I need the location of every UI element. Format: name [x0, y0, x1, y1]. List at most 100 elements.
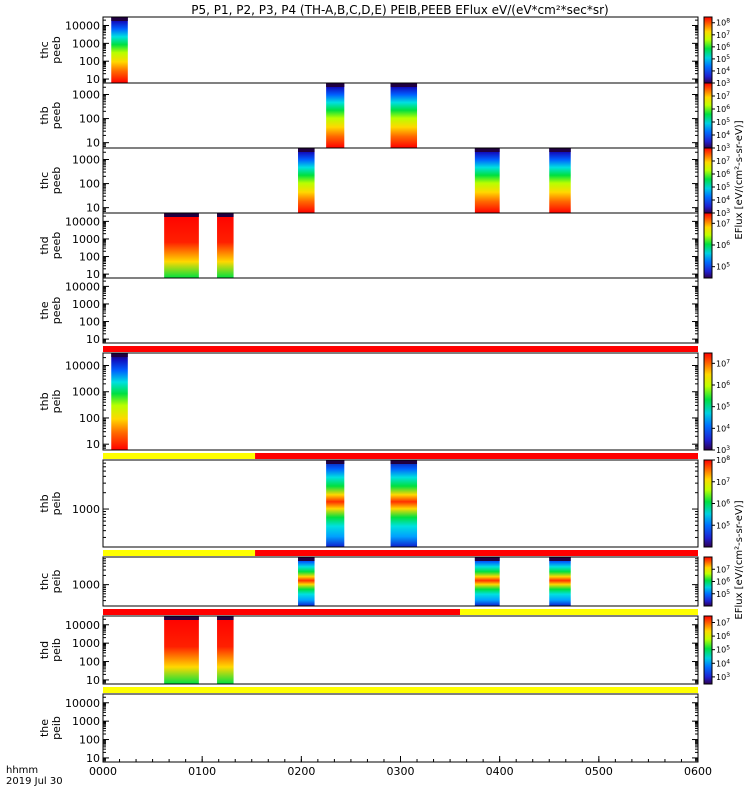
- colorbar-tick-exponent: 6: [726, 499, 730, 506]
- colorbar-tick-label: 104: [716, 130, 730, 140]
- spectrogram-block: [549, 557, 571, 606]
- colorbar-tick-exponent: 4: [726, 130, 730, 137]
- spectrogram-block: [474, 148, 500, 213]
- spectrogram-block-edge: [111, 17, 128, 21]
- panel-ylabel: thbpeeb: [38, 102, 63, 130]
- panel-ylabel-line: the: [38, 301, 51, 319]
- panel-thb-peib: 1000 thbpeib: [38, 459, 699, 548]
- y-tick-label: 10: [86, 438, 100, 451]
- colorbar-tick-exponent: 4: [726, 658, 730, 665]
- y-tick-label: 100: [79, 178, 100, 191]
- colorbar-tick-label: 107: [716, 358, 730, 368]
- colorbar-tick-exponent: 4: [726, 423, 730, 430]
- y-tick-label: 10000: [65, 20, 100, 33]
- y-tick-label: 1000: [72, 37, 100, 50]
- panel-ylabel-line: thc: [38, 172, 51, 189]
- y-tick-label: 10000: [65, 215, 100, 228]
- y-tick-label: 100: [79, 251, 100, 264]
- colorbar-tick-label: 104: [716, 66, 730, 76]
- panel-thc-peeb: 10 100 1000 thcpeeb: [38, 147, 699, 215]
- colorbar-tick-exponent: 5: [726, 262, 730, 269]
- colorbar-tick-exponent: 3: [726, 445, 730, 452]
- colorbar-swatch: [703, 16, 713, 84]
- colorbar-tick-exponent: 7: [726, 30, 730, 37]
- y-tick-label: 10: [86, 202, 100, 215]
- x-tick-label: 0500: [585, 765, 613, 778]
- panel-frame: [102, 556, 699, 607]
- panel-ylabel: thcpeeb: [38, 36, 63, 64]
- y-tick-label: 1000: [72, 298, 100, 311]
- panel-thb-peib: 10 100 1000 10000 thbpeib: [38, 352, 699, 451]
- colorbar-tick-exponent: 8: [726, 455, 730, 462]
- panel-ylabel-line: thb: [38, 392, 51, 410]
- colorbar-tick-label: 107: [716, 477, 730, 487]
- colorbar-tick-exponent: 3: [726, 143, 730, 150]
- spectrogram-block: [164, 616, 199, 684]
- panel-frame: [102, 16, 699, 84]
- spectrogram-block-edge: [111, 353, 128, 357]
- colorbar-tick-label: 106: [716, 240, 730, 250]
- mode-bar-segment: [103, 687, 698, 693]
- colorbar-tick-label: 105: [716, 589, 730, 599]
- panel-ylabel-line: the: [38, 719, 51, 737]
- x-tick-label: 0000: [89, 765, 117, 778]
- colorbar-tick-exponent: 7: [726, 156, 730, 163]
- panels-group: 10100100010000thcpeeb101001000thbpeeb101…: [38, 16, 699, 765]
- colorbar-tick-exponent: 4: [726, 195, 730, 202]
- colorbar-tick-exponent: 6: [726, 577, 730, 584]
- y-tick-label: 10000: [65, 619, 100, 632]
- colorbar-tick-exponent: 5: [726, 589, 730, 596]
- panel-ylabel-line: thd: [38, 236, 51, 254]
- chart-title: P5, P1, P2, P3, P4 (TH-A,B,C,D,E) PEIB,P…: [191, 3, 608, 17]
- panel-ylabel-line: thd: [38, 641, 51, 659]
- mode-bar-segment: [460, 609, 698, 615]
- colorbar-thd-peib: 103 104 105 106 107: [703, 615, 730, 685]
- colorbar-swatch: [703, 212, 713, 279]
- colorbar-tick-label: 107: [716, 30, 730, 40]
- y-tick-label: 1000: [72, 386, 100, 399]
- colorbar-thc-peeb: 103 104 105 106 107: [703, 147, 730, 218]
- spectrogram-block-edge: [298, 148, 315, 152]
- panel-ylabel: thcpeeb: [38, 167, 63, 195]
- colorbar-tick-exponent: 5: [726, 402, 730, 409]
- mode-bar-segment: [103, 346, 698, 352]
- panel-ylabel-line: thb: [38, 494, 51, 512]
- colorbar-tick-exponent: 7: [726, 477, 730, 484]
- colorbar-tick-label: 105: [716, 182, 730, 192]
- x-tick-label: 0400: [486, 765, 514, 778]
- panel-ylabel-line: peeb: [50, 36, 63, 64]
- colorbar-tick-label: 105: [716, 117, 730, 127]
- colorbar-thd-peeb: 105 106 107: [703, 212, 730, 279]
- colorbar-tick-exponent: 7: [726, 218, 730, 225]
- colorbar-swatch: [703, 615, 713, 685]
- panel-ylabel: thbpeib: [38, 492, 63, 516]
- mode-bar-segment: [103, 609, 460, 615]
- colorbar-tick-exponent: 4: [726, 66, 730, 73]
- y-tick-label: 100: [79, 656, 100, 669]
- colorbar-tick-exponent: 6: [726, 42, 730, 49]
- y-tick-label: 10000: [65, 360, 100, 373]
- spectrogram-block: [298, 148, 315, 213]
- spectrogram-block: [217, 616, 234, 684]
- panel-ylabel-line: peeb: [50, 102, 63, 130]
- spectrogram-block: [326, 460, 345, 547]
- spectrogram-block-edge: [164, 616, 199, 620]
- mode-bar-segment: [103, 550, 256, 556]
- y-tick-label: 1000: [72, 233, 100, 246]
- spectrogram-block-edge: [298, 557, 315, 561]
- colorbar-swatch: [703, 352, 713, 451]
- colorbar-swatch: [703, 556, 713, 607]
- colorbar-tick-label: 104: [716, 423, 730, 433]
- panel-frame: [102, 352, 699, 451]
- spectrogram-block-edge: [390, 83, 418, 87]
- y-tick-label: 10: [86, 674, 100, 687]
- mode-bar-segment: [103, 453, 256, 459]
- colorbar-tick-label: 106: [716, 169, 730, 179]
- colorbar-thc-peib: 105 106 107: [703, 556, 730, 607]
- y-tick-label: 1000: [72, 153, 100, 166]
- spectrogram-block-edge: [474, 557, 500, 561]
- colorbar-tick-label: 107: [716, 617, 730, 627]
- colorbar-label-peib: EFlux [eV/(cm²-s-sr-eV)]: [734, 500, 745, 619]
